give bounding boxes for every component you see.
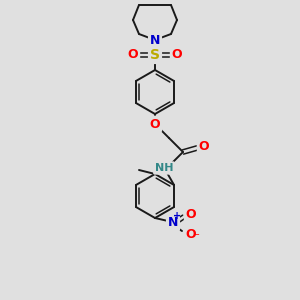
Text: S: S [150, 48, 160, 62]
Text: NH: NH [155, 163, 173, 173]
Text: N: N [150, 34, 160, 46]
Text: O: O [172, 49, 182, 62]
Text: ⁻: ⁻ [193, 232, 199, 242]
Text: O: O [186, 229, 196, 242]
Text: O: O [128, 49, 138, 62]
Text: O: O [150, 118, 160, 130]
Text: O: O [199, 140, 209, 154]
Text: O: O [186, 208, 196, 221]
Text: +: + [173, 211, 181, 221]
Text: N: N [168, 217, 178, 230]
